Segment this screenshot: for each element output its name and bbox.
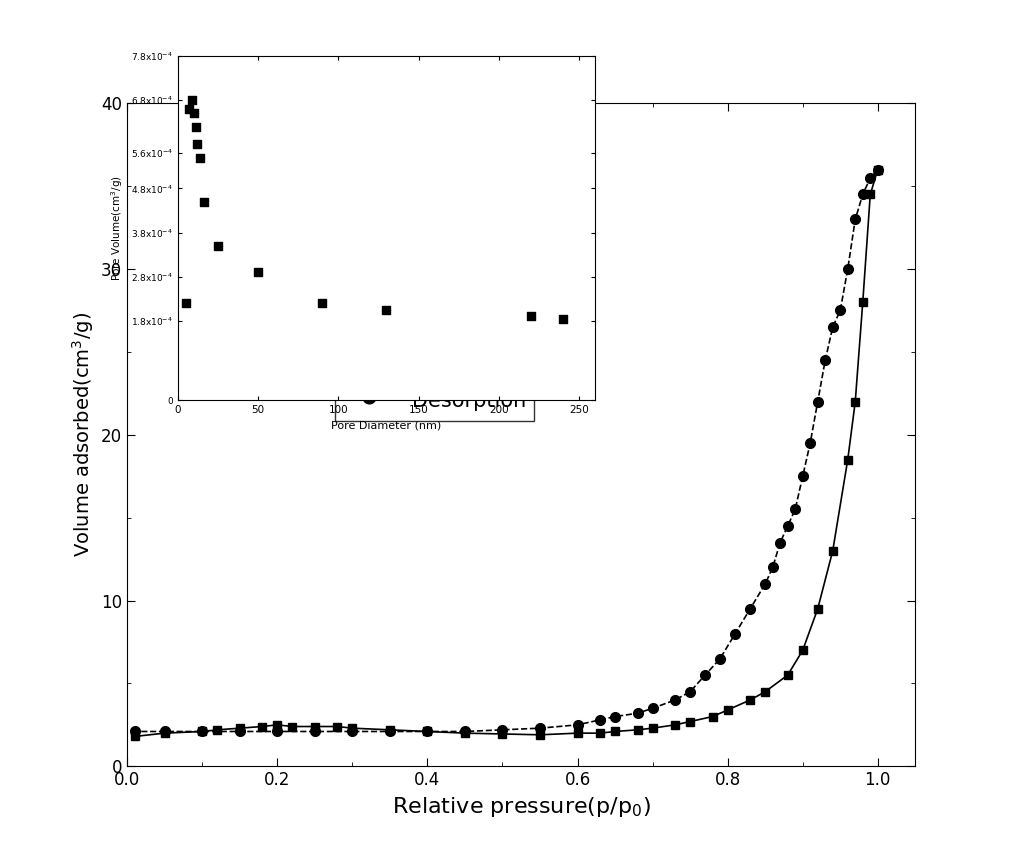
Adsorption [256,722,268,732]
Desorption [872,164,884,175]
Adsorption [782,670,794,680]
Desorption [729,629,741,639]
Desorption [744,604,757,614]
Desorption [714,653,726,664]
Desorption [572,720,584,730]
Point [181,102,197,116]
Adsorption [332,722,344,732]
Desorption [421,727,433,737]
Y-axis label: Pore Volume(cm$^3$/g): Pore Volume(cm$^3$/g) [110,175,125,282]
Adsorption [796,645,809,655]
Adsorption [346,723,358,734]
Desorption [459,727,471,737]
Adsorption [459,728,471,739]
Desorption [827,322,839,332]
Adsorption [669,720,681,730]
Desorption [272,727,284,737]
Adsorption [864,189,877,200]
Point [192,151,208,164]
Desorption [234,727,246,737]
Point [186,107,202,121]
Adsorption [212,725,224,735]
Adsorption [827,546,839,556]
Desorption [383,727,396,737]
Adsorption [572,728,584,739]
Desorption [684,686,697,697]
Desorption [759,579,771,589]
Desorption [699,670,711,680]
Desorption [774,537,786,548]
Desorption [849,214,861,225]
Adsorption [196,727,208,737]
Point [523,310,539,324]
Desorption [812,396,824,407]
Adsorption [128,731,140,741]
Adsorption [159,728,171,739]
Desorption [647,703,659,714]
Adsorption [272,720,284,730]
Adsorption [383,725,396,735]
Adsorption [309,722,321,732]
Adsorption [421,727,433,737]
Adsorption [534,729,546,740]
Adsorption [632,725,644,735]
Desorption [842,263,854,274]
Adsorption [856,297,869,307]
Point [178,296,194,310]
Adsorption [872,164,884,175]
Desorption [767,562,779,573]
Desorption [782,521,794,531]
Adsorption [594,728,606,739]
Point [378,303,395,317]
Point [187,120,203,133]
Line: Adsorption: Adsorption [130,165,882,740]
Adsorption [609,727,621,737]
Point [184,93,200,107]
Y-axis label: Volume adsorbed(cm$^3$/g): Volume adsorbed(cm$^3$/g) [70,313,96,557]
Adsorption [234,723,246,734]
Desorption [834,306,846,316]
Adsorption [721,705,733,715]
Adsorption [849,396,861,407]
Desorption [346,727,358,737]
Adsorption [647,723,659,734]
Legend: Adsorption, Desorption: Adsorption, Desorption [335,343,534,421]
Adsorption [286,722,298,732]
Desorption [789,505,801,515]
Desorption [864,173,877,183]
X-axis label: Pore Diameter (nm): Pore Diameter (nm) [332,421,441,430]
Adsorption [842,455,854,465]
Desorption [856,189,869,200]
Desorption [609,711,621,722]
Desorption [804,438,817,449]
Desorption [309,727,321,737]
Point [189,138,205,152]
Point [250,265,266,279]
Line: Desorption: Desorption [130,164,883,736]
Desorption [796,471,809,481]
Desorption [594,715,606,725]
Desorption [632,708,644,718]
Desorption [196,727,208,737]
Point [554,312,571,325]
X-axis label: Relative pressure(p/p$_0$): Relative pressure(p/p$_0$) [392,795,651,819]
Adsorption [812,604,824,614]
Adsorption [684,716,697,727]
Desorption [496,725,508,735]
Desorption [128,727,140,737]
Adsorption [707,711,719,722]
Adsorption [496,728,508,739]
Point [210,239,226,253]
Point [195,195,212,208]
Adsorption [744,695,757,705]
Desorption [669,695,681,705]
Desorption [534,723,546,734]
Adsorption [759,686,771,697]
Point [314,296,331,310]
Desorption [159,727,171,737]
Desorption [819,355,831,365]
